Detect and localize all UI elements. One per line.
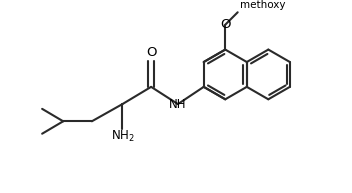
Text: NH$_2$: NH$_2$: [111, 129, 134, 144]
Text: O: O: [220, 18, 231, 31]
Text: O: O: [146, 46, 156, 59]
Text: methoxy: methoxy: [240, 0, 285, 10]
Text: NH: NH: [169, 98, 187, 111]
